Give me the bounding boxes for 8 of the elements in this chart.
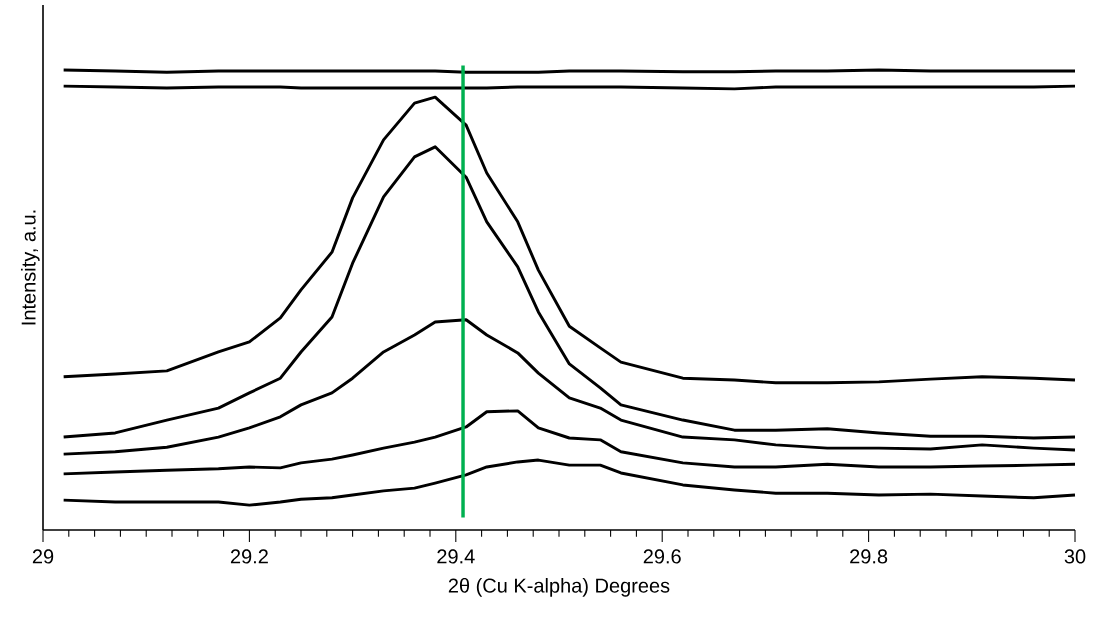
- x-tick-label: 29.4: [437, 549, 475, 564]
- x-tick-label: 29: [32, 549, 54, 564]
- x-tick-label: 29.2: [230, 549, 268, 564]
- x-tick-label: 30: [1064, 549, 1086, 564]
- x-axis-title: 2θ (Cu K-alpha) Degrees: [448, 578, 670, 597]
- x-tick-label: 29.8: [850, 549, 888, 564]
- y-axis-title: Intensity, a.u.: [20, 210, 40, 325]
- x-tick-label: 29.6: [643, 549, 681, 564]
